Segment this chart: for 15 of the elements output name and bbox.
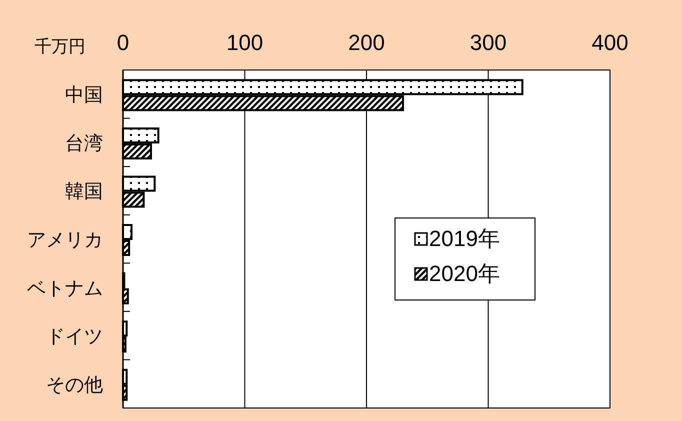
- y-tick-label: アメリカ: [27, 230, 103, 251]
- x-tick-label: 300: [470, 30, 507, 55]
- legend-label: 2020年: [429, 261, 500, 286]
- y-tick-label: 韓国: [65, 182, 103, 203]
- x-tick-label: 100: [226, 30, 264, 55]
- y-tick-label: ドイツ: [46, 326, 103, 348]
- y-tick-label: 台湾: [65, 132, 103, 154]
- x-tick-label: 400: [592, 30, 628, 55]
- y-tick-label: ベトナム: [27, 278, 103, 300]
- x-tick-label: 0: [116, 30, 130, 55]
- legend-label: 2019年: [429, 226, 500, 251]
- y-tick-label: 中国: [65, 85, 103, 106]
- x-tick-label: 200: [348, 30, 385, 55]
- x-axis-title: 千万円: [34, 37, 86, 56]
- y-tick-label: その他: [46, 374, 103, 396]
